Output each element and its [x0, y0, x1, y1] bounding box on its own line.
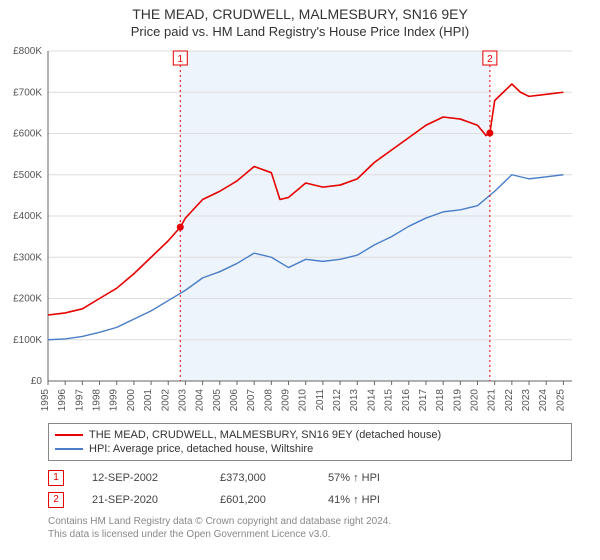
svg-text:£400K: £400K: [13, 211, 42, 222]
sale-price: £601,200: [220, 494, 300, 506]
svg-text:2009: 2009: [281, 389, 292, 412]
svg-text:2019: 2019: [452, 389, 463, 412]
svg-text:2022: 2022: [504, 389, 515, 412]
sale-delta: 41% ↑ HPI: [328, 494, 380, 506]
svg-text:2018: 2018: [435, 389, 446, 412]
svg-text:2015: 2015: [384, 389, 395, 412]
sale-price: £373,000: [220, 472, 300, 484]
legend-swatch: [55, 434, 83, 436]
sale-date: 21-SEP-2020: [92, 494, 192, 506]
sale-marker-box: 2: [48, 492, 64, 508]
legend-item: HPI: Average price, detached house, Wilt…: [55, 442, 565, 456]
legend-item: THE MEAD, CRUDWELL, MALMESBURY, SN16 9EY…: [55, 428, 565, 442]
svg-text:2021: 2021: [487, 389, 498, 412]
svg-text:1999: 1999: [109, 389, 120, 412]
svg-text:2002: 2002: [160, 389, 171, 412]
svg-text:2020: 2020: [470, 389, 481, 412]
svg-text:£0: £0: [31, 376, 43, 387]
svg-text:2016: 2016: [401, 389, 412, 412]
sale-date: 12-SEP-2002: [92, 472, 192, 484]
svg-text:1995: 1995: [40, 389, 51, 412]
svg-text:£500K: £500K: [13, 170, 42, 181]
legend-swatch: [55, 448, 83, 450]
svg-text:2000: 2000: [126, 389, 137, 412]
chart-plot-area: £0 £100K £200K £300K £400K £500K £600K £700K £80…: [0, 45, 600, 415]
svg-text:2011: 2011: [315, 389, 326, 411]
svg-text:£100K: £100K: [13, 335, 42, 346]
svg-text:2010: 2010: [298, 389, 309, 412]
svg-text:1996: 1996: [57, 389, 68, 412]
chart-title: THE MEAD, CRUDWELL, MALMESBURY, SN16 9EY: [0, 6, 600, 22]
footnote-line: Contains HM Land Registry data © Crown c…: [48, 515, 572, 528]
svg-text:2014: 2014: [366, 389, 377, 412]
svg-text:2024: 2024: [538, 389, 549, 412]
svg-text:2013: 2013: [349, 389, 360, 412]
sales-row: 1 12-SEP-2002 £373,000 57% ↑ HPI: [48, 467, 572, 489]
svg-text:2007: 2007: [246, 389, 257, 412]
svg-text:£700K: £700K: [13, 87, 42, 98]
sale-marker-box: 1: [48, 470, 64, 486]
svg-text:1997: 1997: [74, 389, 85, 412]
footnote: Contains HM Land Registry data © Crown c…: [48, 515, 572, 541]
svg-text:2017: 2017: [418, 389, 429, 412]
svg-text:2004: 2004: [195, 389, 206, 412]
line-chart-svg: £0 £100K £200K £300K £400K £500K £600K £700K £80…: [0, 45, 600, 415]
svg-text:2008: 2008: [263, 389, 274, 412]
svg-text:£300K: £300K: [13, 252, 42, 263]
svg-text:£600K: £600K: [13, 129, 42, 140]
legend-label: HPI: Average price, detached house, Wilt…: [89, 443, 313, 455]
svg-text:2003: 2003: [177, 389, 188, 412]
svg-text:1: 1: [178, 54, 184, 65]
chart-container: THE MEAD, CRUDWELL, MALMESBURY, SN16 9EY…: [0, 6, 600, 541]
legend: THE MEAD, CRUDWELL, MALMESBURY, SN16 9EY…: [48, 423, 572, 461]
svg-text:2005: 2005: [212, 389, 223, 412]
chart-subtitle: Price paid vs. HM Land Registry's House …: [0, 24, 600, 39]
sale-delta: 57% ↑ HPI: [328, 472, 380, 484]
svg-text:2: 2: [487, 54, 493, 65]
sales-table: 1 12-SEP-2002 £373,000 57% ↑ HPI 2 21-SEP-202…: [48, 467, 572, 511]
svg-text:2023: 2023: [521, 389, 532, 412]
svg-text:£800K: £800K: [13, 46, 42, 57]
svg-text:1998: 1998: [92, 389, 103, 412]
svg-text:2001: 2001: [143, 389, 154, 412]
legend-label: THE MEAD, CRUDWELL, MALMESBURY, SN16 9EY…: [89, 429, 441, 441]
footnote-line: This data is licensed under the Open Gov…: [48, 528, 572, 541]
svg-text:2006: 2006: [229, 389, 240, 412]
sales-row: 2 21-SEP-2020 £601,200 41% ↑ HPI: [48, 489, 572, 511]
svg-text:2025: 2025: [555, 389, 566, 412]
svg-text:£200K: £200K: [13, 294, 42, 305]
svg-text:2012: 2012: [332, 389, 343, 412]
